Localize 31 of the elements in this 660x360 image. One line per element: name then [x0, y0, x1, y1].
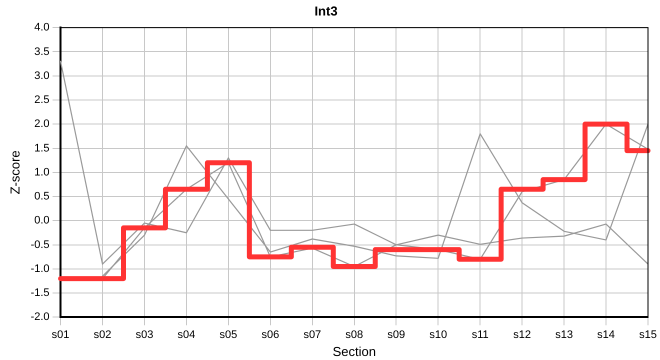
y-tick-label: 2.0 — [34, 118, 50, 130]
x-tick-label: s11 — [472, 328, 489, 341]
x-tick-label: s08 — [345, 328, 364, 341]
y-tick-label: 0.5 — [34, 190, 50, 203]
x-tick-label: s01 — [52, 328, 70, 341]
y-tick-label: -2.0 — [30, 311, 50, 324]
y-tick-label: 1.5 — [34, 142, 50, 154]
x-tick-label: s12 — [513, 328, 531, 341]
x-tick-label: s10 — [429, 328, 448, 341]
x-tick-label: s14 — [597, 328, 615, 341]
y-tick-label: -1.0 — [30, 262, 50, 275]
x-axis-title: Section — [332, 344, 376, 359]
y-tick-label: 1.0 — [34, 166, 50, 178]
x-tick-label: s09 — [387, 328, 406, 341]
x-tick-label: s13 — [555, 328, 573, 341]
y-tick-label: 3.0 — [34, 70, 50, 82]
x-tick-label: s06 — [261, 328, 280, 341]
y-tick-label: 2.5 — [34, 94, 50, 106]
chart-title: Int3 — [314, 3, 338, 18]
x-tick-label: s03 — [136, 328, 154, 341]
y-tick-label: 4.0 — [34, 22, 50, 34]
x-tick-label: s07 — [303, 328, 322, 341]
y-tick-label: 3.5 — [34, 46, 50, 58]
y-axis-title: Z-score — [7, 150, 22, 194]
x-tick-label: s15 — [639, 328, 657, 341]
x-tick-label: s04 — [178, 328, 196, 341]
y-tick-label: -1.5 — [30, 287, 50, 300]
x-tick-label: s02 — [94, 328, 112, 341]
y-tick-label: -0.5 — [30, 238, 50, 251]
y-tick-label: 0.0 — [34, 214, 50, 227]
x-tick-label: s05 — [220, 328, 238, 341]
